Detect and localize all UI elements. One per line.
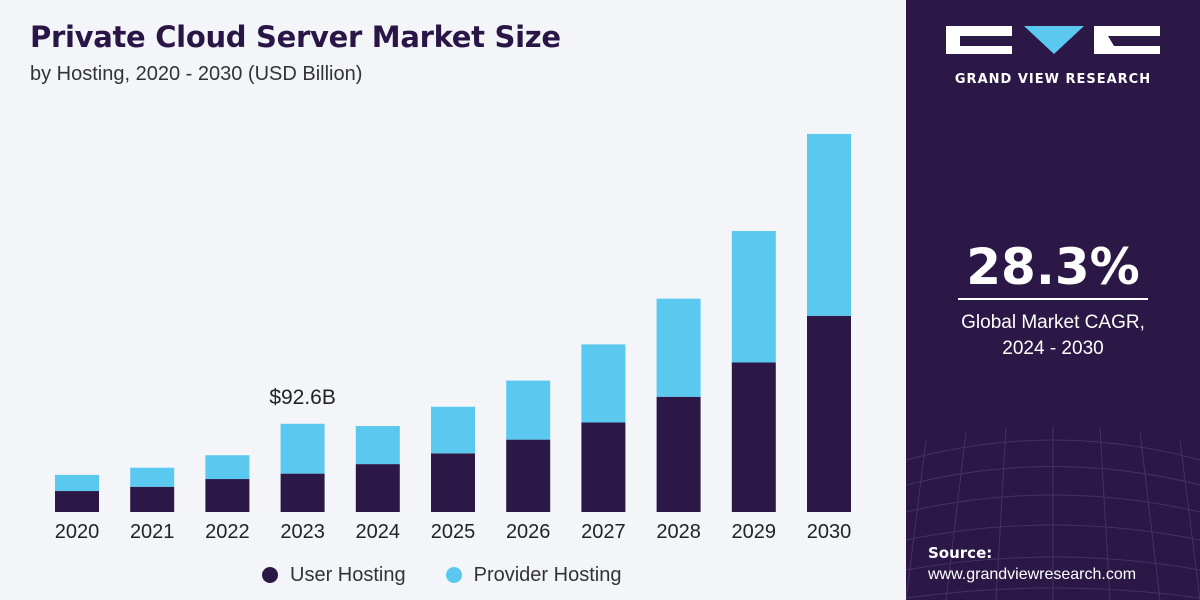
legend-item-user-hosting: User Hosting — [262, 564, 406, 587]
bar-user-hosting-2029 — [731, 362, 776, 512]
bar-provider-hosting-2029 — [731, 231, 776, 363]
brand-name: GRAND VIEW RESEARCH — [954, 72, 1152, 87]
cagr-label: Global Market CAGR, 2024 - 2030 — [906, 310, 1200, 362]
cagr-divider — [958, 298, 1148, 300]
sidebar-panel: GRAND VIEW RESEARCH 28.3% Global Market … — [906, 0, 1200, 600]
x-tick-label-2020: 2020 — [55, 521, 100, 543]
bar-provider-hosting-2028 — [656, 298, 701, 397]
bar-user-hosting-2026 — [506, 439, 551, 512]
bar-user-hosting-2027 — [581, 422, 626, 512]
data-label-2023: $92.6B — [269, 386, 336, 409]
x-tick-label-2023: 2023 — [280, 521, 325, 543]
bar-provider-hosting-2020 — [55, 474, 99, 492]
bar-user-hosting-2030 — [807, 315, 851, 512]
x-tick-label-2026: 2026 — [506, 521, 551, 543]
bar-provider-hosting-2021 — [130, 467, 175, 487]
cagr-label-line2: 2024 - 2030 — [1002, 338, 1104, 359]
bar-provider-hosting-2023 — [280, 423, 325, 474]
legend-label-provider-hosting: Provider Hosting — [473, 563, 622, 586]
bar-provider-hosting-2026 — [506, 380, 551, 440]
legend-swatch-provider-hosting-icon — [445, 567, 462, 583]
x-tick-label-2022: 2022 — [205, 521, 250, 543]
x-tick-label-2029: 2029 — [732, 521, 777, 543]
legend-label-user-hosting: User Hosting — [290, 563, 406, 586]
bar-user-hosting-2021 — [130, 486, 175, 512]
bar-chart: 2020 2021 2022 2023 $92.6B 2024 2025 2026 2027 20… — [55, 133, 852, 543]
x-tick-label-2025: 2025 — [431, 521, 476, 543]
bar-user-hosting-2025 — [431, 453, 475, 512]
x-tick-label-2030: 2030 — [807, 521, 852, 543]
bar-provider-hosting-2025 — [431, 406, 475, 454]
chart-title: Private Cloud Server Market Size — [30, 20, 561, 54]
source-label: Source: — [928, 544, 993, 562]
grid-background-graphic — [906, 426, 1200, 600]
bar-user-hosting-2024 — [355, 464, 400, 512]
brand-logo: GRAND VIEW RESEARCH — [944, 22, 1162, 87]
bar-user-hosting-2028 — [656, 396, 701, 512]
chart-panel: Private Cloud Server Market Size by Host… — [0, 0, 906, 600]
bar-user-hosting-2023 — [280, 473, 325, 512]
bar-provider-hosting-2024 — [355, 426, 400, 465]
x-tick-label-2028: 2028 — [656, 521, 701, 543]
x-tick-label-2021: 2021 — [130, 521, 175, 543]
bar-provider-hosting-2022 — [205, 455, 250, 480]
chart-legend: User Hosting Provider Hosting — [262, 562, 621, 588]
bar-provider-hosting-2027 — [581, 344, 626, 423]
bar-user-hosting-2022 — [205, 479, 250, 512]
bar-user-hosting-2020 — [55, 491, 99, 512]
cagr-value: 28.3% — [966, 238, 1140, 296]
chart-subtitle: by Hosting, 2020 - 2030 (USD Billion) — [30, 63, 363, 85]
cagr-label-line1: Global Market CAGR, — [961, 312, 1145, 333]
legend-swatch-user-hosting-icon — [262, 567, 278, 583]
gvr-logo-icon — [946, 26, 1160, 54]
bar-provider-hosting-2030 — [807, 133, 851, 316]
x-tick-label-2027: 2027 — [581, 521, 626, 543]
source-url[interactable]: www.grandviewresearch.com — [928, 566, 1137, 583]
legend-item-provider-hosting: Provider Hosting — [445, 563, 622, 587]
x-tick-label-2024: 2024 — [356, 521, 401, 543]
